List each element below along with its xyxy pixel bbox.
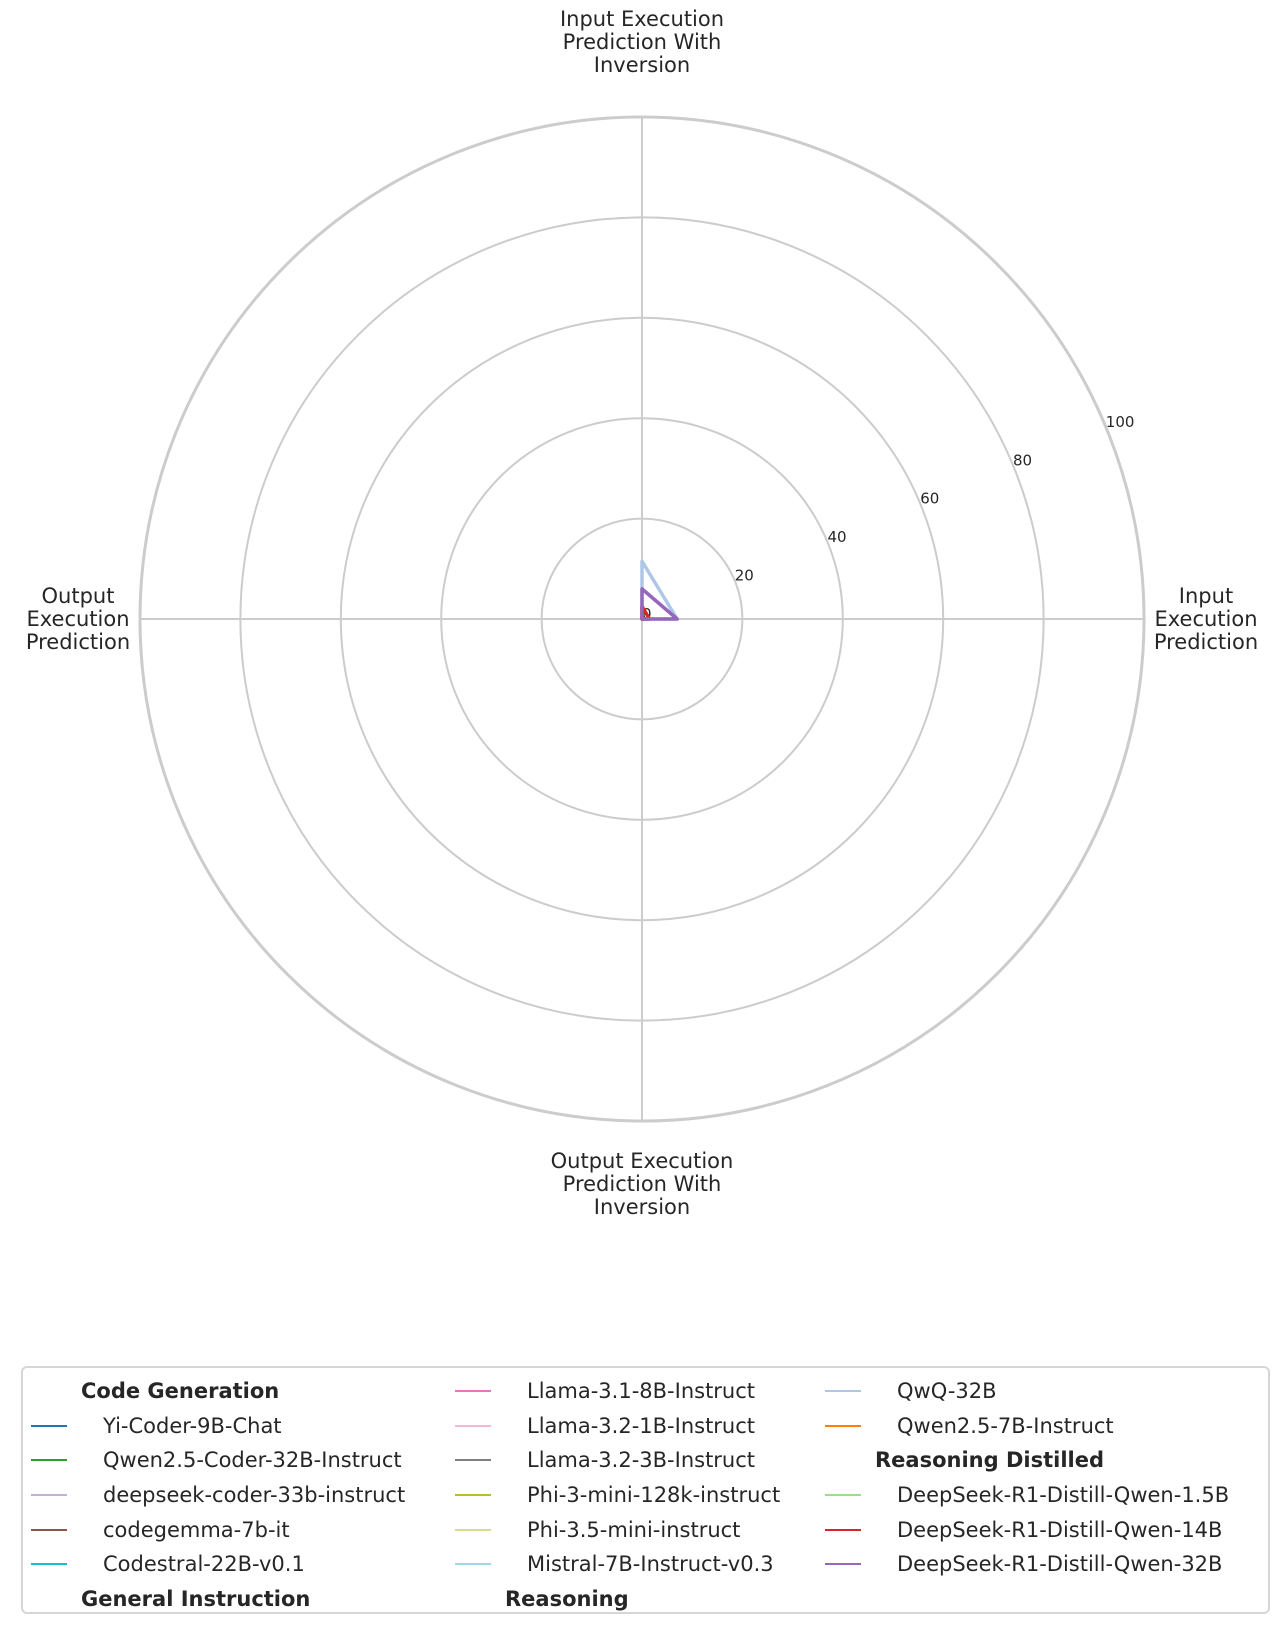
axis-label-line: Output [42,584,115,608]
legend-column: Code Generation Yi-Coder-9B-Chat Qwen2.5-C… [23,1374,405,1616]
legend-label: deepseek-coder-33b-instruct [103,1483,406,1508]
legend-label: Yi-Coder-9B-Chat [103,1413,282,1438]
r-tick-label: 80 [1013,451,1032,469]
legend-group-header: Reasoning Distilled [817,1443,1229,1478]
legend-swatch [825,1528,861,1531]
legend-swatch [825,1494,861,1497]
legend-item: Mistral-7B-Instruct-v0.3 [447,1547,780,1582]
axis-label-line: Input Execution [560,7,724,31]
legend-label: Phi-3.5-mini-instruct [527,1517,741,1542]
axis-label-line: Execution [1154,607,1257,631]
legend-label: Phi-3-mini-128k-instruct [527,1483,781,1508]
axis-label-line: Execution [26,607,129,631]
axis-label-line: Inversion [594,1195,690,1219]
legend-swatch [31,1494,67,1497]
legend-item: Codestral-22B-v0.1 [23,1547,405,1582]
axis-label: Output Execution Prediction [26,584,130,654]
legend-item: DeepSeek-R1-Distill-Qwen-1.5B [817,1478,1229,1513]
legend-swatch [455,1494,491,1497]
legend-item: Yi-Coder-9B-Chat [23,1409,405,1444]
axis-label-line: Inversion [594,53,690,77]
legend-label: Reasoning [505,1586,629,1611]
r-tick-label: 20 [735,567,754,585]
legend-label: Reasoning Distilled [875,1448,1104,1473]
legend-swatch [31,1424,67,1427]
legend-swatch [31,1390,67,1392]
legend-item: Llama-3.2-1B-Instruct [447,1409,780,1444]
legend-label: Llama-3.2-1B-Instruct [527,1413,756,1438]
legend-swatch [825,1424,861,1427]
legend-group-header: General Instruction [23,1582,405,1617]
legend-item: QwQ-32B [817,1374,1229,1409]
legend: Code Generation Yi-Coder-9B-Chat Qwen2.5-C… [21,1366,1270,1614]
legend-swatch [31,1459,67,1462]
legend-label: codegemma-7b-it [103,1517,290,1542]
legend-label: General Instruction [81,1586,311,1611]
legend-swatch [31,1528,67,1531]
legend-group-header: Reasoning [447,1582,780,1617]
legend-label: Qwen2.5-Coder-32B-Instruct [103,1448,402,1473]
legend-swatch [455,1459,491,1462]
legend-label: DeepSeek-R1-Distill-Qwen-32B [897,1552,1223,1577]
axis-label-line: Prediction With [563,1172,722,1196]
legend-label: Llama-3.2-3B-Instruct [527,1448,756,1473]
r-tick-label: 100 [1106,413,1135,431]
legend-swatch [825,1390,861,1393]
legend-label: DeepSeek-R1-Distill-Qwen-14B [897,1517,1223,1542]
series-line [640,587,679,621]
legend-item: DeepSeek-R1-Distill-Qwen-14B [817,1512,1229,1547]
legend-label: Code Generation [81,1379,280,1404]
legend-swatch [455,1598,491,1600]
axis-label: Input Execution Prediction [1154,584,1258,654]
axis-label: Input Execution Prediction With Inversion [560,7,724,77]
legend-label: Mistral-7B-Instruct-v0.3 [527,1552,774,1577]
legend-group-header: Code Generation [23,1374,405,1409]
legend-item: DeepSeek-R1-Distill-Qwen-32B [817,1547,1229,1582]
legend-item: Qwen2.5-Coder-32B-Instruct [23,1443,405,1478]
axis-label-line: Prediction [26,630,130,654]
legend-item: Llama-3.2-3B-Instruct [447,1443,780,1478]
legend-swatch [455,1390,491,1393]
legend-column: QwQ-32B Qwen2.5-7B-Instruct Reasoning Dist… [817,1374,1229,1582]
legend-item: deepseek-coder-33b-instruct [23,1478,405,1513]
legend-label: QwQ-32B [897,1379,997,1404]
legend-label: Llama-3.1-8B-Instruct [527,1379,756,1404]
legend-swatch [455,1424,491,1427]
r-tick-label: 40 [828,528,847,546]
legend-item: Phi-3.5-mini-instruct [447,1512,780,1547]
legend-swatch [31,1598,67,1600]
legend-swatch [455,1563,491,1566]
legend-swatch [31,1563,67,1566]
axis-label-line: Output Execution [551,1149,734,1173]
legend-swatch [825,1563,861,1566]
legend-label: Codestral-22B-v0.1 [103,1552,305,1577]
legend-label: Qwen2.5-7B-Instruct [897,1413,1114,1438]
legend-swatch [825,1459,861,1461]
legend-item: codegemma-7b-it [23,1512,405,1547]
legend-column: Llama-3.1-8B-Instruct Llama-3.2-1B-Instru… [447,1374,780,1616]
axis-label-line: Prediction With [563,30,722,54]
legend-swatch [455,1528,491,1531]
legend-label: DeepSeek-R1-Distill-Qwen-1.5B [897,1483,1230,1508]
legend-item: Qwen2.5-7B-Instruct [817,1409,1229,1444]
axis-label: Output Execution Prediction With Inversion [551,1149,734,1219]
r-tick-label: 60 [920,490,939,508]
legend-item: Phi-3-mini-128k-instruct [447,1478,780,1513]
axis-label-line: Prediction [1154,630,1258,654]
axis-label-line: Input [1179,584,1233,608]
legend-item: Llama-3.1-8B-Instruct [447,1374,780,1409]
